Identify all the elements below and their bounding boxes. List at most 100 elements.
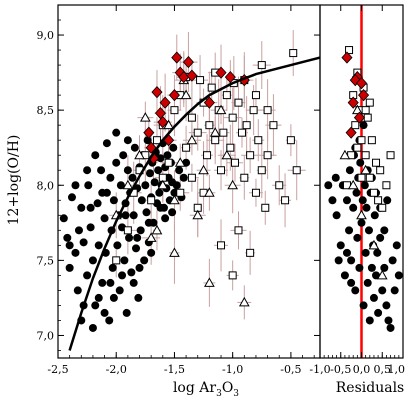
data-point-square xyxy=(176,188,185,197)
data-point-diamond xyxy=(145,141,157,154)
data-point-circle xyxy=(340,271,349,280)
data-point-circle xyxy=(380,226,389,235)
data-point-square xyxy=(361,151,370,160)
data-point-circle xyxy=(83,166,92,175)
y-tick-label: 9,0 xyxy=(37,29,55,42)
data-point-triangle xyxy=(209,127,221,137)
data-point-square xyxy=(263,151,272,160)
data-point-square xyxy=(123,226,132,235)
data-point-square xyxy=(361,106,370,115)
data-point-square xyxy=(147,196,156,205)
data-point-circle xyxy=(334,256,343,265)
x-tick-label: -2,5 xyxy=(47,363,68,376)
y-tick-label: 7,0 xyxy=(37,329,55,342)
data-point-circle xyxy=(123,136,132,145)
data-point-circle xyxy=(79,238,88,247)
data-point-triangle xyxy=(145,232,157,242)
data-point-circle xyxy=(156,203,165,212)
data-point-square xyxy=(263,106,272,115)
y-tick-label: 8,0 xyxy=(37,179,55,192)
data-point-circle xyxy=(172,181,181,190)
data-point-square xyxy=(228,113,237,122)
data-point-diamond xyxy=(159,96,171,109)
data-point-diamond xyxy=(224,71,236,84)
data-point-circle xyxy=(63,233,72,242)
data-point-square xyxy=(289,49,298,58)
data-point-circle xyxy=(125,233,134,242)
data-point-circle xyxy=(86,223,95,232)
data-point-circle xyxy=(163,151,172,160)
data-point-circle xyxy=(67,193,76,202)
data-point-square xyxy=(170,106,179,115)
data-point-circle xyxy=(94,241,103,250)
data-point-circle xyxy=(374,308,383,317)
data-point-circle xyxy=(394,271,403,280)
data-point-square xyxy=(207,83,216,92)
resid-plot-area xyxy=(324,5,403,358)
data-point-triangle xyxy=(368,239,380,250)
data-point-square xyxy=(365,98,374,107)
data-point-circle xyxy=(147,248,156,257)
data-point-square xyxy=(286,136,295,145)
data-point-circle xyxy=(109,196,118,205)
data-point-square xyxy=(367,136,376,145)
x-tick-label: -2,0 xyxy=(106,363,127,376)
data-point-circle xyxy=(71,248,80,257)
data-point-circle xyxy=(71,181,80,190)
x-tick-label: -1,5 xyxy=(164,363,185,376)
data-point-circle xyxy=(77,203,86,212)
data-point-square xyxy=(187,113,196,122)
data-point-square xyxy=(351,121,360,130)
data-point-circle xyxy=(331,173,340,182)
y-tick-label: 8,5 xyxy=(37,104,55,117)
data-point-circle xyxy=(115,286,124,295)
data-point-square xyxy=(193,128,202,137)
data-point-square xyxy=(357,136,366,145)
data-point-triangle xyxy=(221,149,233,160)
data-point-circle xyxy=(102,139,111,148)
data-point-circle xyxy=(155,188,164,197)
data-point-circle xyxy=(119,151,128,160)
data-point-square xyxy=(230,158,239,167)
data-point-circle xyxy=(362,203,371,212)
data-point-circle xyxy=(392,241,401,250)
data-point-circle xyxy=(154,166,163,175)
x-tick-label: -0,5 xyxy=(280,363,301,376)
data-point-circle xyxy=(73,286,82,295)
data-point-square xyxy=(226,143,235,152)
data-point-square xyxy=(357,173,366,182)
data-point-circle xyxy=(168,208,177,217)
data-point-triangle xyxy=(163,119,174,130)
data-point-square xyxy=(246,151,255,160)
data-point-square xyxy=(353,143,362,152)
data-point-circle xyxy=(59,214,68,223)
data-point-diamond xyxy=(355,77,368,90)
data-point-circle xyxy=(345,226,354,235)
data-point-triangle xyxy=(360,164,372,175)
data-point-triangle xyxy=(139,112,151,122)
data-point-square xyxy=(242,121,251,130)
data-point-circle xyxy=(336,241,345,250)
data-point-triangle xyxy=(186,134,198,145)
data-point-circle xyxy=(136,226,145,235)
data-point-circle xyxy=(347,278,356,287)
data-point-circle xyxy=(129,211,138,220)
data-point-triangle xyxy=(151,224,163,235)
data-point-diamond xyxy=(154,107,167,120)
data-point-circle xyxy=(347,256,356,265)
data-point-circle xyxy=(120,256,129,265)
data-point-diamond xyxy=(182,55,194,69)
data-point-square xyxy=(281,196,290,205)
x-axis-title-main: log Ar3O3 xyxy=(173,380,239,399)
data-point-circle xyxy=(128,173,137,182)
data-point-circle xyxy=(141,181,150,190)
data-point-circle xyxy=(352,188,361,197)
data-point-circle xyxy=(383,196,392,205)
data-point-circle xyxy=(142,208,151,217)
data-point-circle xyxy=(100,308,109,317)
data-point-triangle xyxy=(169,247,180,257)
data-point-square xyxy=(182,143,191,152)
data-point-diamond xyxy=(347,96,359,109)
data-point-circle xyxy=(161,214,170,223)
data-point-triangle xyxy=(157,179,169,190)
